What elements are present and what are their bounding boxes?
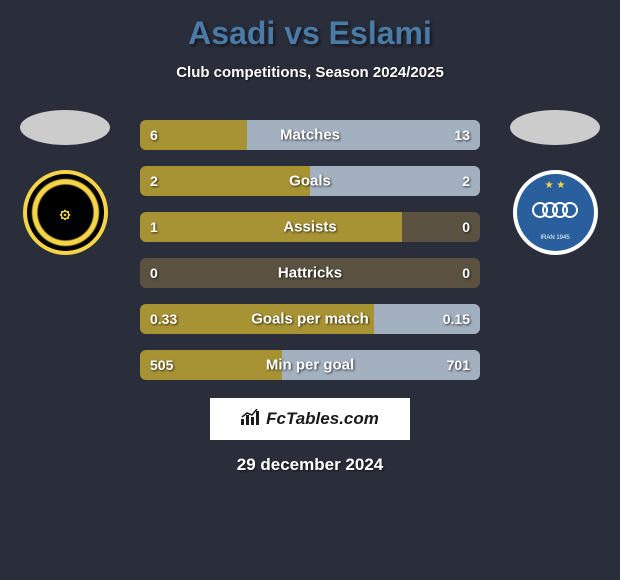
stat-label: Assists <box>140 219 480 236</box>
stat-label: Goals per match <box>140 311 480 328</box>
chart-icon <box>241 409 261 430</box>
team-right-crest: ★ ★ IRAN 1945 <box>513 170 598 255</box>
stat-label: Matches <box>140 127 480 144</box>
subtitle: Club competitions, Season 2024/2025 <box>0 64 620 81</box>
team-left-column: ۞ <box>10 110 120 255</box>
crest-text: IRAN 1945 <box>517 235 594 241</box>
stat-row: 10Assists <box>140 212 480 242</box>
stat-label: Hattricks <box>140 265 480 282</box>
stats-bars-area: 613Matches 22Goals 10Assists 00Hattricks 0.3… <box>140 120 480 396</box>
team-left-crest-inner: ۞ <box>40 188 90 238</box>
page-title: Asadi vs Eslami <box>0 15 620 52</box>
crest-rings-icon <box>517 202 594 218</box>
player-right-placeholder <box>510 110 600 145</box>
stat-row: 505701Min per goal <box>140 350 480 380</box>
stat-label: Goals <box>140 173 480 190</box>
crest-stars-icon: ★ ★ <box>517 180 594 191</box>
comparison-card: Asadi vs Eslami Club competitions, Seaso… <box>0 0 620 580</box>
date-label: 29 december 2024 <box>0 455 620 475</box>
stat-row: 0.330.15Goals per match <box>140 304 480 334</box>
stat-label: Min per goal <box>140 357 480 374</box>
branding-text: FcTables.com <box>266 409 379 429</box>
team-left-crest: ۞ <box>23 170 108 255</box>
stat-row: 613Matches <box>140 120 480 150</box>
stat-row: 22Goals <box>140 166 480 196</box>
team-right-column: ★ ★ IRAN 1945 <box>500 110 610 255</box>
branding-badge: FcTables.com <box>210 398 410 440</box>
player-left-placeholder <box>20 110 110 145</box>
stat-row: 00Hattricks <box>140 258 480 288</box>
